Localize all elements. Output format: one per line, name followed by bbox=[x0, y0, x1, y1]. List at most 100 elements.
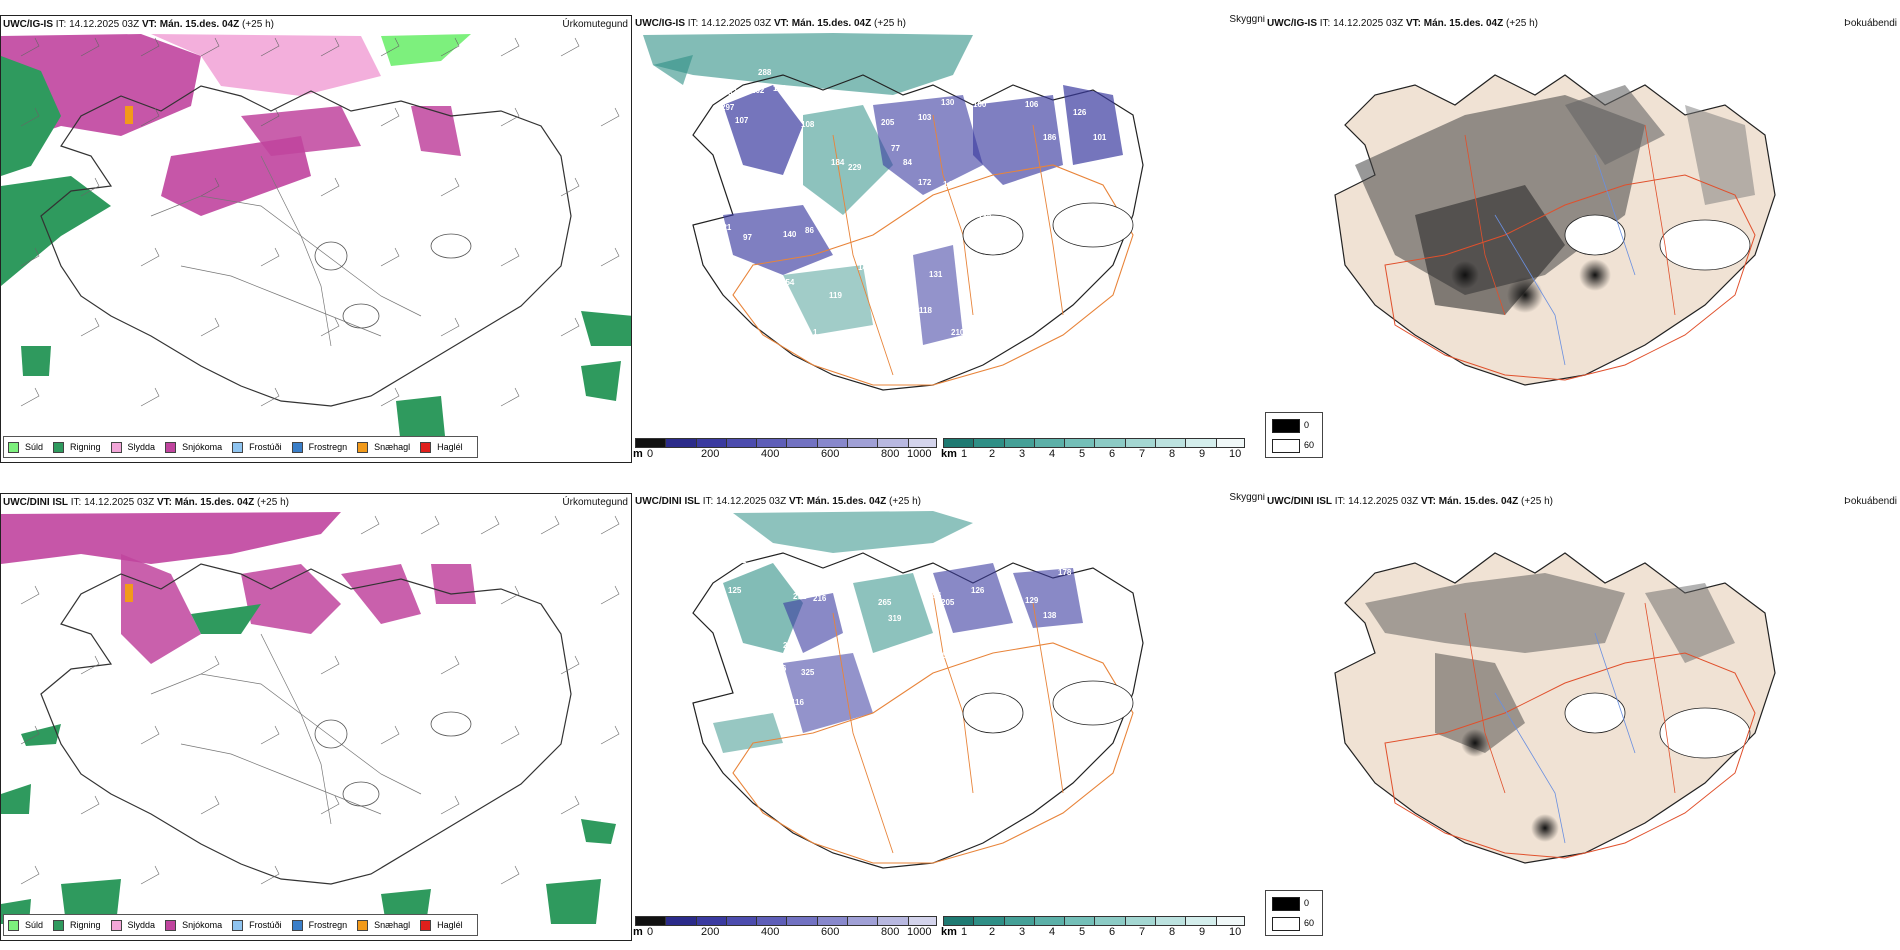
map-header: UWC/DINI ISL IT: 14.12.2025 03Z VT: Mán.… bbox=[3, 497, 289, 508]
cloudbase-label: 205 bbox=[941, 598, 955, 607]
visibility-tick: 6 bbox=[1109, 448, 1116, 460]
fog-title: Þokuábendi bbox=[1844, 18, 1897, 29]
lead-time: (+25 h) bbox=[1521, 496, 1553, 507]
legend-label: Súld bbox=[25, 920, 44, 930]
legend-label: Snæhagl bbox=[374, 920, 411, 930]
cloudbase-label: 108 bbox=[801, 120, 815, 129]
cloudbase-label: 130 bbox=[933, 836, 947, 845]
init-time: IT: 14.12.2025 03Z bbox=[687, 18, 772, 29]
precip-type-map-graphic bbox=[1, 34, 631, 446]
legend-swatch bbox=[420, 441, 432, 453]
legend-item-rigning: Rigning bbox=[53, 441, 101, 453]
cloudbase-label: 97 bbox=[743, 233, 752, 242]
cloudbase-label: 138 bbox=[1043, 611, 1057, 620]
cloudbase-label: 172 bbox=[918, 178, 932, 187]
cloudbase-label: 265 bbox=[878, 598, 892, 607]
cloudbase-unit: m bbox=[633, 448, 643, 460]
legend-item-rigning: Rigning bbox=[53, 919, 101, 931]
fog-map-row2[interactable]: UWC/DINI ISL IT: 14.12.2025 03Z VT: Mán.… bbox=[1265, 493, 1900, 941]
precip-type-map-row2[interactable]: UWC/DINI ISL IT: 14.12.2025 03Z VT: Mán.… bbox=[0, 493, 632, 941]
fog-legend-high: 60 bbox=[1304, 440, 1315, 450]
cloudbase-label: 121 bbox=[733, 556, 747, 565]
cloudbase-label: 178 bbox=[1058, 568, 1072, 577]
legend-item-sudl: Súld bbox=[8, 919, 44, 931]
fog-legend-low: 0 bbox=[1304, 420, 1310, 430]
legend-swatch bbox=[357, 919, 369, 931]
fog-legend-high: 60 bbox=[1304, 918, 1315, 928]
fog-legend-swatch-high bbox=[1272, 419, 1300, 433]
cloudbase-label: 146 bbox=[943, 180, 957, 189]
legend-swatch bbox=[357, 441, 369, 453]
cloudbase-label: 101 bbox=[1093, 133, 1107, 142]
precip-type-map-row1[interactable]: UWC/IG-IS IT: 14.12.2025 03Z VT: Mán. 15… bbox=[0, 15, 632, 463]
visibility-title: Skyggni bbox=[1229, 493, 1265, 503]
fog-map-row1[interactable]: UWC/IG-IS IT: 14.12.2025 03Z VT: Mán. 15… bbox=[1265, 15, 1900, 463]
precip-type-legend: Súld Rigning Slydda Snjókoma Frostúði Fr… bbox=[3, 436, 478, 458]
valid-time: VT: Mán. 15.des. 04Z bbox=[1405, 18, 1504, 29]
cloudbase-label: 655 bbox=[878, 186, 892, 195]
map-header: UWC/IG-IS IT: 14.12.2025 03Z VT: Mán. 15… bbox=[3, 19, 274, 30]
cloudbase-tick: 0 bbox=[647, 926, 654, 938]
cloudbase-label: 86 bbox=[805, 226, 814, 235]
cloudbase-label: 126 bbox=[971, 586, 985, 595]
visibility-tick: 10 bbox=[1229, 448, 1242, 460]
cloudbase-unit: m bbox=[633, 926, 643, 938]
cloudbase-label: 119 bbox=[829, 291, 842, 300]
fog-legend-low: 0 bbox=[1304, 898, 1310, 908]
precip-type-map-graphic bbox=[1, 512, 620, 924]
visibility-map-row1[interactable]: 288 336 202 196 297 107 108 205 77 103 1… bbox=[633, 15, 1265, 463]
legend-item-frostudi: Frostúði bbox=[232, 919, 282, 931]
precip-type-legend: Súld Rigning Slydda Snjókoma Frostúði Fr… bbox=[3, 914, 478, 936]
legend-swatch bbox=[8, 919, 19, 931]
visibility-tick: 6 bbox=[1109, 926, 1116, 938]
visibility-tick: 1 bbox=[961, 926, 968, 938]
cloudbase-colorbar-scale bbox=[635, 916, 937, 926]
legend-swatch bbox=[420, 919, 432, 931]
legend-label: Súld bbox=[25, 442, 44, 452]
legend-label: Snæhagl bbox=[374, 442, 411, 452]
cloudbase-label: 121 bbox=[718, 223, 732, 232]
cloudbase-label: 297 bbox=[721, 103, 735, 112]
legend-swatch bbox=[53, 919, 65, 931]
cloudbase-label: 154 bbox=[781, 278, 795, 287]
legend-swatch bbox=[110, 919, 122, 931]
legend-item-snjokoma: Snjókoma bbox=[165, 919, 222, 931]
cloudbase-label: 136 bbox=[973, 186, 987, 195]
visibility-tick: 8 bbox=[1169, 926, 1176, 938]
cloudbase-tick: 1000 bbox=[907, 926, 932, 938]
legend-item-haglel: Haglél bbox=[420, 441, 463, 453]
cloudbase-label: 94 bbox=[703, 718, 712, 727]
visibility-tick: 5 bbox=[1079, 448, 1086, 460]
cloudbase-label: 206 bbox=[773, 664, 787, 673]
cloudbase-tick: 400 bbox=[761, 448, 780, 460]
visibility-tick: 3 bbox=[1019, 926, 1026, 938]
cloudbase-label: 205 bbox=[881, 118, 895, 127]
legend-swatch bbox=[8, 441, 19, 453]
init-time: IT: 14.12.2025 03Z bbox=[702, 496, 787, 507]
precip-type-title: Úrkomutegund bbox=[562, 19, 628, 30]
visibility-tick: 5 bbox=[1079, 926, 1086, 938]
cloudbase-label: 161 bbox=[783, 566, 797, 575]
cloudbase-label: 103 bbox=[918, 113, 932, 122]
cloudbase-label: 118 bbox=[919, 306, 932, 315]
legend-item-snaehagl: Snæhagl bbox=[357, 441, 411, 453]
visibility-colorbar-scale bbox=[943, 916, 1245, 926]
cloudbase-label: 107 bbox=[735, 116, 749, 125]
lead-time: (+25 h) bbox=[1506, 18, 1538, 29]
legend-swatch bbox=[291, 441, 303, 453]
legend-item-snaehagl: Snæhagl bbox=[357, 919, 411, 931]
legend-item-slydda: Slydda bbox=[110, 919, 155, 931]
cloudbase-label: 319 bbox=[888, 614, 902, 623]
valid-time: VT: Mán. 15.des. 04Z bbox=[156, 497, 255, 508]
cloudbase-tick: 1000 bbox=[907, 448, 932, 460]
cloudbase-label: 325 bbox=[801, 668, 815, 677]
cloudbase-label: 251 bbox=[793, 592, 807, 601]
legend-swatch bbox=[291, 919, 303, 931]
cloudbase-label: 129 bbox=[1025, 596, 1039, 605]
visibility-tick: 1 bbox=[961, 448, 968, 460]
visibility-colorbar-scale bbox=[943, 438, 1245, 448]
cloudbase-tick: 800 bbox=[881, 926, 900, 938]
visibility-unit: km bbox=[941, 448, 957, 460]
model-name: UWC/DINI ISL bbox=[3, 497, 68, 508]
visibility-map-row2[interactable]: 412 121 161 125 251 216 265 319 196 205 … bbox=[633, 493, 1265, 941]
